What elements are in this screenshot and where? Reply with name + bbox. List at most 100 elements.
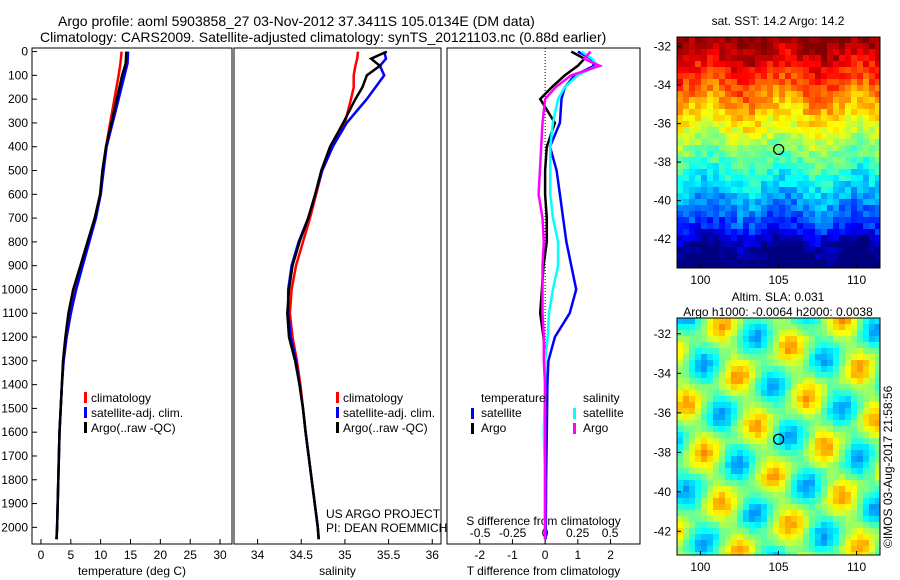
map-cell [785,324,791,330]
map-cell [869,121,875,127]
map-cell [761,187,767,193]
map-cell [809,462,815,468]
map-cell [833,408,839,414]
map-cell [701,366,707,372]
map-cell [839,414,845,420]
map-cell [791,115,797,121]
map-cell [677,384,683,390]
map-cell [743,229,749,235]
map-cell [797,456,803,462]
map-cell [791,420,797,426]
map-cell [869,444,875,450]
map-cell [773,235,779,241]
map-cell [803,342,809,348]
sst-map-title: sat. SST: 14.2 Argo: 14.2 [712,14,845,28]
map-cell [857,324,863,330]
map-cell [677,49,683,55]
map-cell [833,187,839,193]
map-cell [773,468,779,474]
map-cell [689,127,695,133]
map-cell [815,43,821,49]
map-cell [743,217,749,223]
map-cell [677,408,683,414]
map-cell [875,73,880,79]
map-cell [785,390,791,396]
map-cell [719,336,725,342]
map-cell [725,37,731,43]
map-cell [791,414,797,420]
map-cell [755,372,761,378]
map-cell [797,133,803,139]
map-cell [815,414,821,420]
salinity-profile-frame [233,47,442,545]
map-cell [845,492,851,498]
map-cell [803,498,809,504]
map-cell [701,211,707,217]
map-cell [701,97,707,103]
map-cell [797,378,803,384]
map-cell [785,241,791,247]
map-cell [863,540,869,546]
map-cell [689,187,695,193]
map-cell [785,504,791,510]
map-cell [731,402,737,408]
map-cell [803,43,809,49]
map-cell [761,552,767,555]
map-cell [785,492,791,498]
map-cell [719,420,725,426]
map-cell [743,534,749,540]
map-cell [731,217,737,223]
map-cell [863,426,869,432]
map-cell [851,181,857,187]
map-cell [761,390,767,396]
map-cell [677,360,683,366]
map-cell [785,342,791,348]
map-cell [713,157,719,163]
map-cell [749,372,755,378]
map-cell [821,121,827,127]
map-cell [737,259,743,265]
lat-tick-label: -34 [654,78,672,92]
map-cell [851,241,857,247]
s-diff-tick-label: 0.5 [602,526,619,540]
map-cell [815,384,821,390]
map-cell [779,151,785,157]
map-cell [851,474,857,480]
map-cell [731,223,737,229]
map-cell [761,265,767,268]
map-cell [713,396,719,402]
map-cell [809,97,815,103]
map-cell [749,169,755,175]
map-cell [737,468,743,474]
map-cell [869,253,875,259]
map-cell [773,109,779,115]
map-cell [779,504,785,510]
map-cell [779,73,785,79]
map-cell [773,181,779,187]
map-cell [875,91,880,97]
map-cell [875,330,880,336]
map-cell [755,163,761,169]
map-cell [707,115,713,121]
map-cell [851,127,857,133]
map-cell [767,115,773,121]
map-cell [695,121,701,127]
map-cell [863,37,869,43]
map-cell [683,247,689,253]
map-cell [725,432,731,438]
map-cell [755,241,761,247]
map-cell [761,79,767,85]
map-cell [797,492,803,498]
map-cell [809,91,815,97]
map-cell [743,127,749,133]
map-cell [875,438,880,444]
map-cell [677,85,683,91]
map-cell [713,193,719,199]
map-cell [719,408,725,414]
map-cell [725,324,731,330]
map-cell [785,151,791,157]
map-cell [851,330,857,336]
map-cell [863,408,869,414]
map-cell [845,127,851,133]
